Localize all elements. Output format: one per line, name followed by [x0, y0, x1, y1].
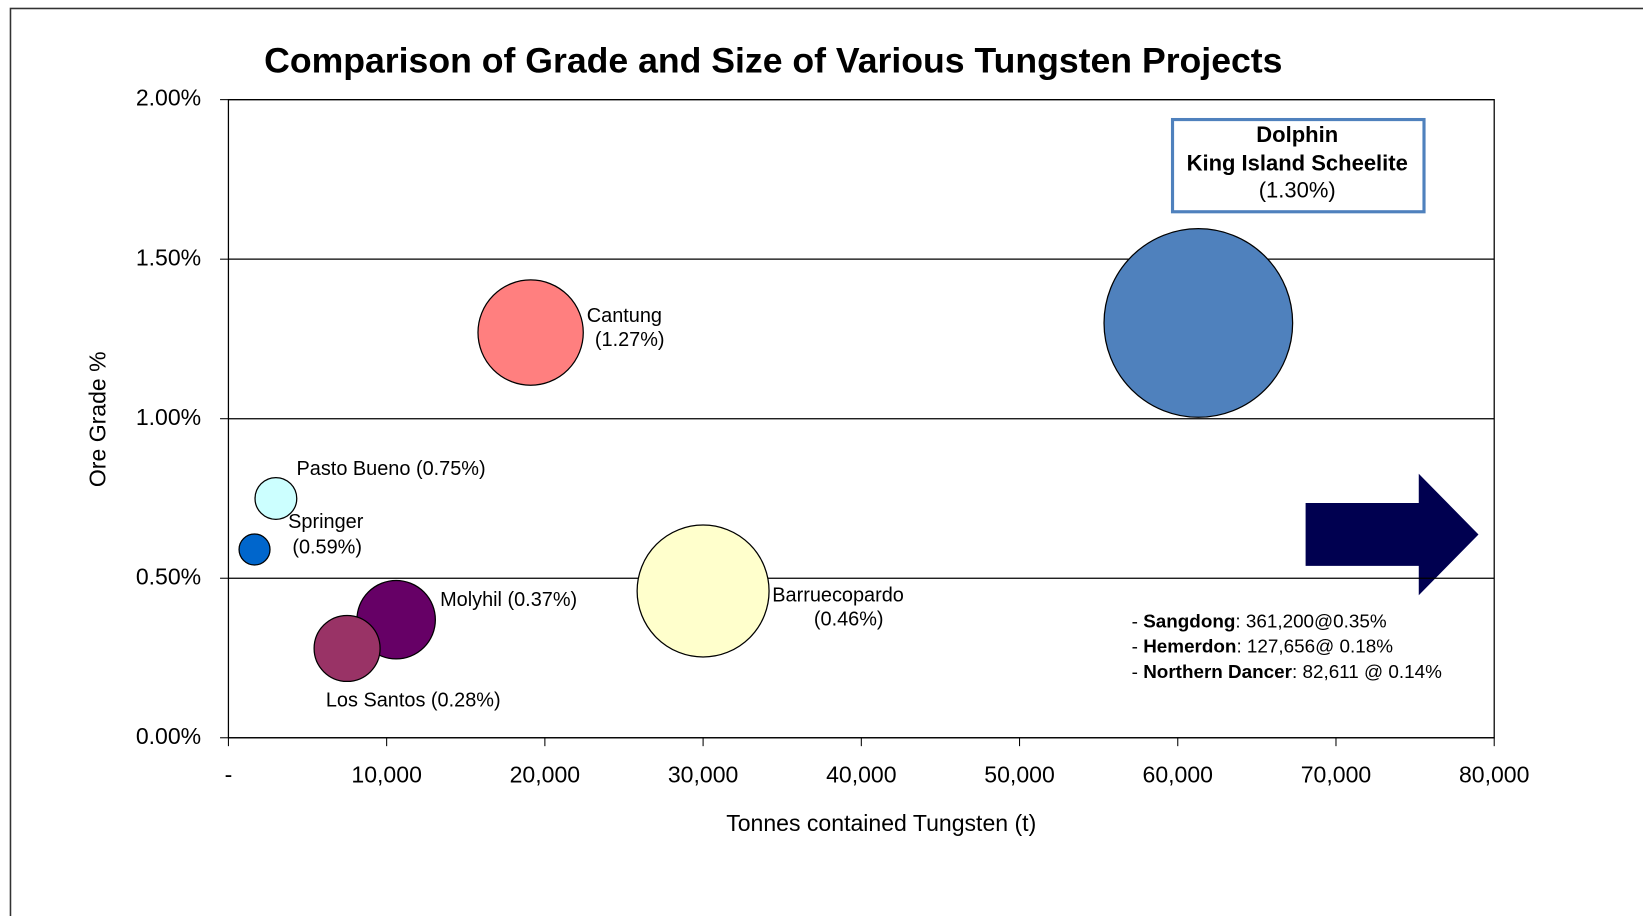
x-tick-label: -: [225, 762, 233, 788]
x-axis-label: Tonnes contained Tungsten (t): [726, 810, 1036, 836]
x-tick-label: 40,000: [826, 762, 897, 788]
note: - Sangdong: 361,200@0.35%: [1132, 610, 1387, 631]
chart-title: Comparison of Grade and Size of Various …: [264, 40, 1282, 80]
y-tick-label: 2.00%: [136, 85, 201, 111]
y-axis-label: Ore Grade %: [85, 351, 111, 487]
note-text: : 127,656@ 0.18%: [1236, 636, 1393, 657]
note-bullet: -: [1132, 661, 1144, 682]
note-name: Sangdong: [1143, 610, 1235, 631]
x-tick-label: 30,000: [668, 762, 739, 788]
bubble-label: (1.30%): [1259, 178, 1336, 203]
note-name: Northern Dancer: [1143, 661, 1292, 682]
y-tick-label: 1.50%: [136, 244, 201, 270]
x-tick-label: 80,000: [1459, 762, 1530, 788]
bubble-label: (1.27%): [595, 329, 665, 351]
note: - Northern Dancer: 82,611 @ 0.14%: [1132, 661, 1442, 682]
label-box: [1170, 117, 1426, 214]
note-text: : 82,611 @ 0.14%: [1292, 661, 1442, 682]
bubble-label: Barruecopardo: [772, 585, 904, 607]
bubble-label: Molyhil (0.37%): [440, 589, 577, 611]
bubble-label: Los Santos (0.28%): [326, 689, 501, 711]
note: - Hemerdon: 127,656@ 0.18%: [1132, 636, 1394, 657]
bubble-label: Pasto Bueno (0.75%): [297, 458, 486, 480]
x-tick-label: 70,000: [1301, 762, 1372, 788]
note-name: Hemerdon: [1143, 636, 1236, 657]
bubble: [636, 524, 770, 658]
arrow: [1305, 473, 1479, 596]
bubble: [477, 279, 584, 386]
chart-frame: [9, 7, 1643, 916]
bubble: [313, 614, 381, 683]
x-tick-label: 20,000: [510, 762, 581, 788]
bubble: [1103, 228, 1294, 418]
x-tick-label: 10,000: [351, 762, 422, 788]
bubble-label: (0.46%): [814, 609, 884, 631]
y-tick-label: 0.00%: [136, 723, 201, 749]
note-bullet: -: [1132, 636, 1144, 657]
x-tick-label: 50,000: [984, 762, 1055, 788]
bubble-label: Cantung: [587, 305, 662, 327]
bubble: [238, 533, 271, 566]
y-tick-label: 0.50%: [136, 563, 201, 589]
plot-frame: [227, 99, 1495, 739]
note-text: : 361,200@0.35%: [1235, 610, 1387, 631]
bubble-label: (0.59%): [292, 536, 362, 558]
bubble-label: King Island Scheelite: [1187, 150, 1408, 175]
bubble: [254, 476, 298, 520]
bubble-label: Dolphin: [1256, 122, 1338, 147]
y-tick-label: 1.00%: [136, 404, 201, 430]
note-bullet: -: [1132, 610, 1144, 631]
bubble-label: Springer: [288, 511, 364, 533]
x-tick-label: 60,000: [1143, 762, 1213, 788]
